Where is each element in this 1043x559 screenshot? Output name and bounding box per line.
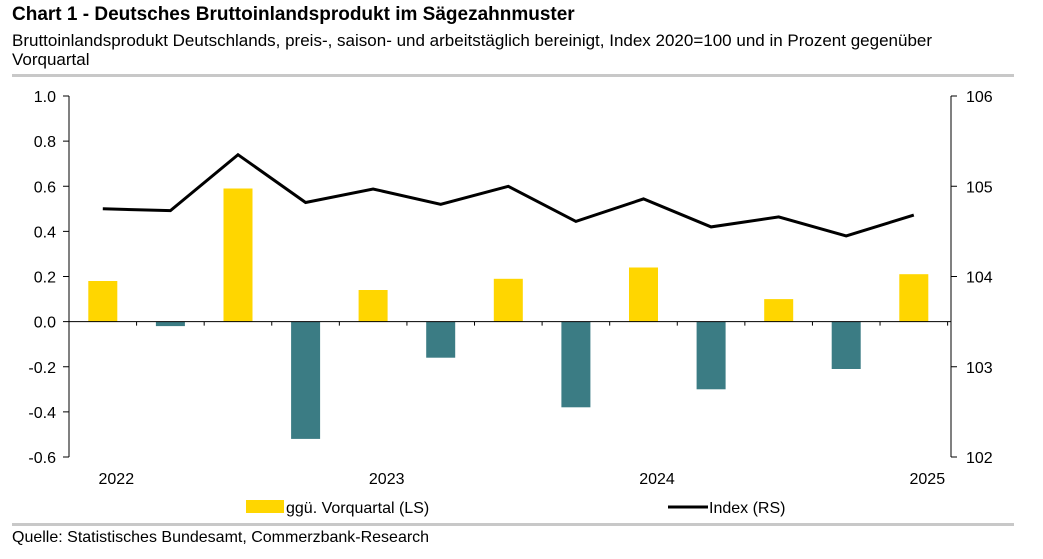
- legend-label-bars: ggü. Vorquartal (LS): [286, 500, 429, 517]
- left-tick-label: 0.6: [34, 179, 56, 196]
- bar-0: [88, 281, 118, 322]
- left-tick-label: -0.2: [28, 360, 56, 377]
- right-tick-label: 102: [966, 450, 993, 467]
- left-tick-label: -0.6: [28, 450, 56, 467]
- left-tick-label: 0.2: [34, 270, 56, 287]
- bottom-divider: [12, 523, 1014, 526]
- left-tick-label: 0.4: [34, 224, 56, 241]
- bar-6: [493, 278, 523, 322]
- right-tick-label: 105: [966, 179, 993, 196]
- x-tick-label: 2022: [99, 471, 135, 488]
- bar-3: [291, 321, 321, 439]
- chart-title: Chart 1 - Deutsches Bruttoinlandsprodukt…: [12, 4, 575, 25]
- axes: 1.0 0.8 0.6 0.4 0.2 0.0 -0.2 -0.4 -0.6 106 105 104 1…: [28, 89, 992, 488]
- bar-1: [155, 321, 185, 327]
- legend-label-line: Index (RS): [709, 500, 785, 517]
- top-divider: [12, 74, 1014, 77]
- right-tick-label: 106: [966, 89, 993, 106]
- bar-11: [831, 321, 861, 369]
- legend-swatch-bars: [246, 500, 284, 513]
- x-tick-label: 2023: [369, 471, 405, 488]
- x-tick-label: 2024: [639, 471, 675, 488]
- left-tick-label: -0.4: [28, 405, 56, 422]
- left-tick-label: 1.0: [34, 89, 56, 106]
- left-tick-label: 0.0: [34, 315, 56, 332]
- bar-series: [88, 188, 929, 439]
- source-note: Quelle: Statistisches Bundesamt, Commerz…: [12, 529, 430, 546]
- bar-5: [426, 321, 456, 358]
- bar-4: [358, 290, 388, 322]
- right-tick-label: 103: [966, 360, 993, 377]
- bar-2: [223, 188, 253, 322]
- left-tick-label: 0.8: [34, 134, 56, 151]
- bar-8: [629, 267, 658, 322]
- legend: ggü. Vorquartal (LS) Index (RS): [246, 500, 785, 517]
- x-tick-label: 2025: [910, 471, 946, 488]
- bar-12: [899, 274, 929, 322]
- right-tick-label: 104: [966, 270, 993, 287]
- bar-7: [561, 321, 591, 408]
- bar-10: [764, 299, 794, 322]
- index-line: [102, 152, 915, 238]
- chart-subtitle: Bruttoinlandsprodukt Deutschlands, preis…: [12, 31, 933, 69]
- line-series: [102, 152, 915, 238]
- bar-9: [696, 321, 726, 390]
